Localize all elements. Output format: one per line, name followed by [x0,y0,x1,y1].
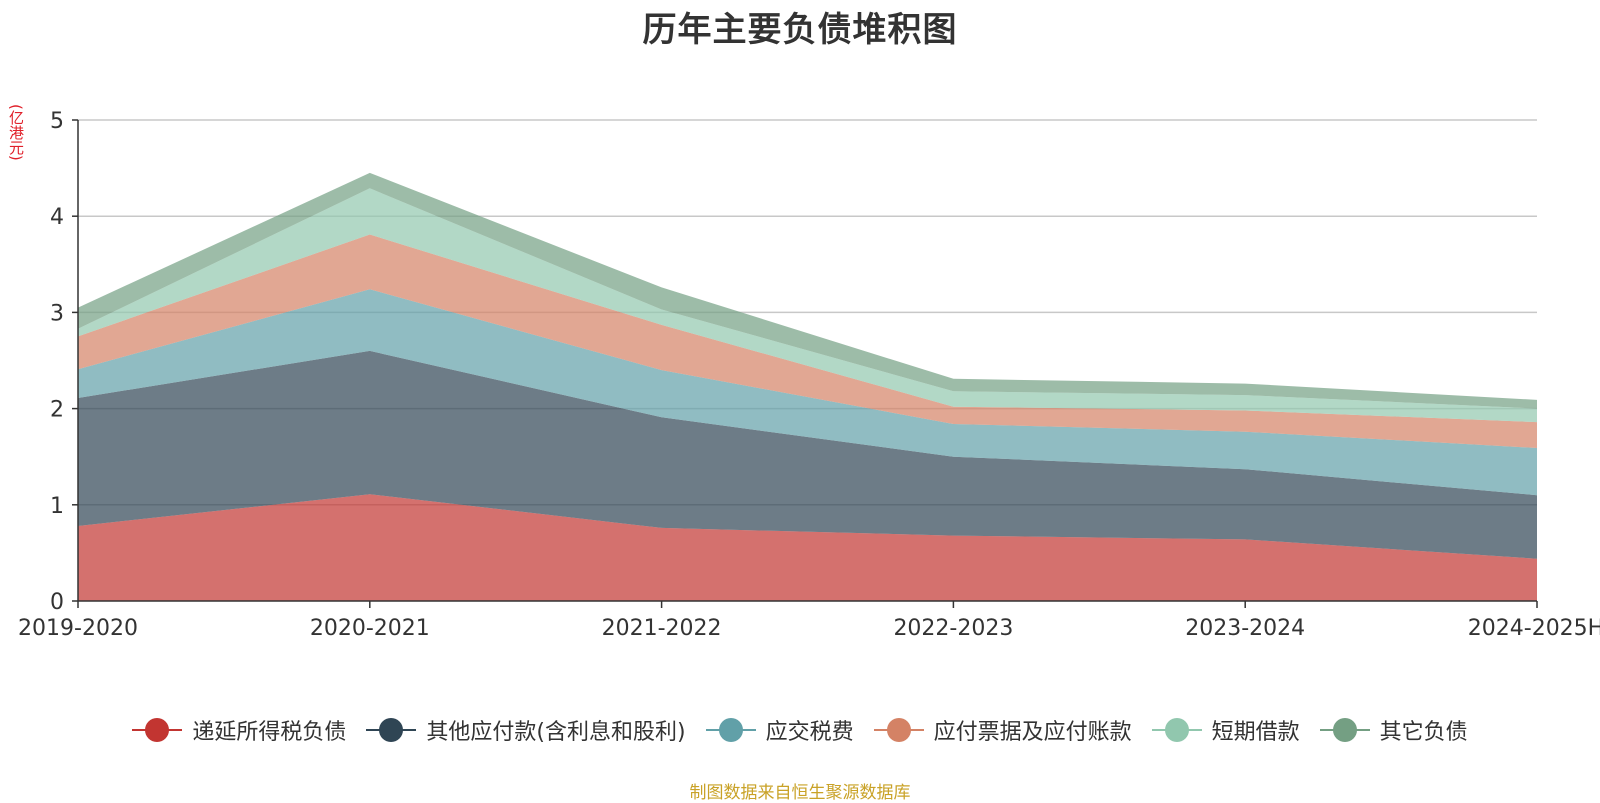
legend-label: 递延所得税负债 [192,720,347,745]
area-series-1 [78,494,1537,601]
legend-label: 应付票据及应付账款 [933,720,1132,745]
legend-marker-icon [1151,716,1202,744]
x-tick-label: 2023-2024 [1185,616,1305,641]
legend-item-5[interactable]: 短期借款 [1151,714,1300,746]
area-series-2 [78,350,1537,559]
y-axis-unit-label: (亿港元) [7,104,25,161]
y-tick-label: 4 [50,205,64,230]
legend-label: 短期借款 [1211,720,1300,745]
legend-marker-icon [366,716,417,744]
area-series-3 [78,289,1537,496]
legend-label: 其他应付款(含利息和股利) [426,720,686,745]
x-tick-label: 2022-2023 [893,616,1013,641]
legend-item-1[interactable]: 递延所得税负债 [132,714,346,746]
legend-marker-icon [873,716,924,744]
legend-marker-icon [705,716,756,744]
x-tick-label: 2021-2022 [602,616,722,641]
legend-item-6[interactable]: 其它负债 [1319,714,1468,746]
chart-title: 历年主要负债堆积图 [642,10,958,50]
chart-plot: 0 1 2 3 4 5 2019-2020 2020-2021 2021-2022 2022-20… [18,109,1600,641]
x-tick-label: 2024-2025H [1468,616,1600,641]
legend-label: 应交税费 [765,720,854,745]
y-tick-label: 1 [50,494,64,519]
legend-marker-icon [1319,716,1370,744]
legend-item-2[interactable]: 其他应付款(含利息和股利) [366,714,686,746]
y-tick-label: 3 [50,301,64,326]
legend-item-4[interactable]: 应付票据及应付账款 [873,714,1132,746]
y-tick-label: 0 [50,590,64,615]
axes: 0 1 2 3 4 5 2019-2020 2020-2021 2021-2022 2022-20… [18,109,1600,641]
x-tick-label: 2019-2020 [18,616,138,641]
legend-item-3[interactable]: 应交税费 [705,714,854,746]
area-series-5 [78,188,1537,423]
area-series-layer [78,172,1537,601]
x-tick-label: 2020-2021 [310,616,430,641]
source-note: 制图数据来自恒生聚源数据库 [689,783,911,803]
area-series-4 [78,234,1537,448]
legend: 递延所得税负债 其他应付款(含利息和股利) 应交税费 应付票据及应付账款 短期借款 其它负… [0,714,1600,746]
y-tick-label: 2 [50,398,64,423]
legend-label: 其它负债 [1379,720,1468,745]
legend-marker-icon [132,716,183,744]
y-tick-label: 5 [50,109,64,134]
